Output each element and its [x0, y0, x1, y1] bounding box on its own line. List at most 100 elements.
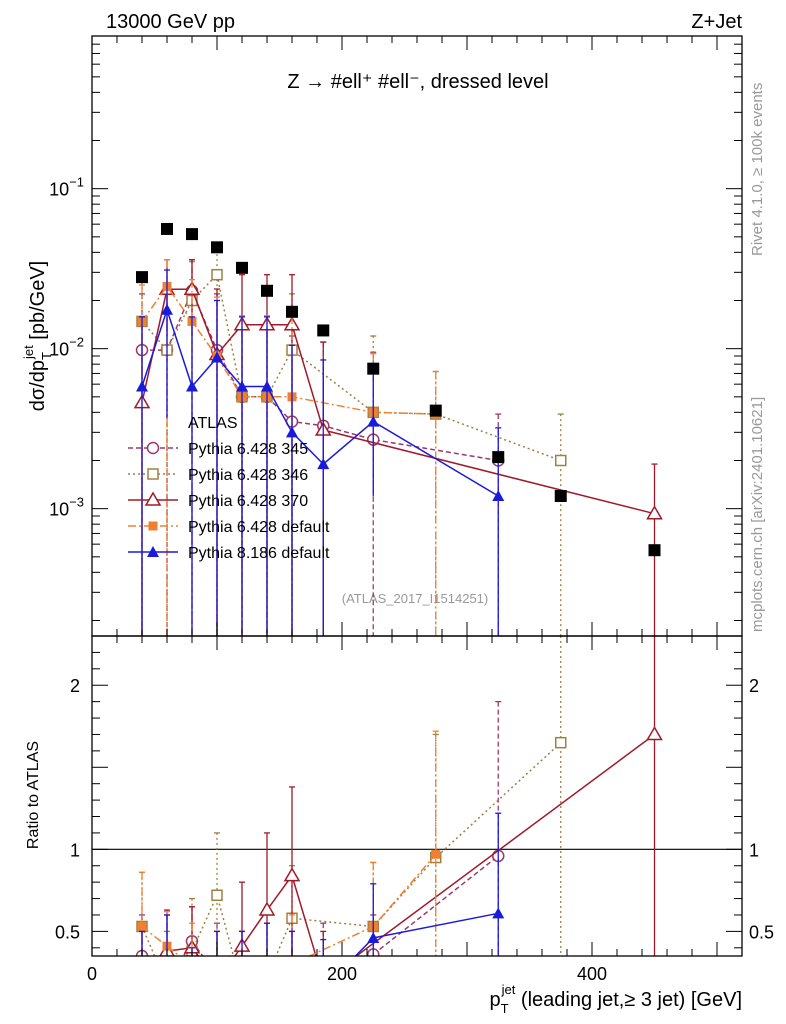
- main-point-2-2: [183, 280, 201, 296]
- plot-title: Z → #ell⁺ #ell⁻, dressed level: [287, 71, 548, 93]
- ratio-point-1-3: [211, 889, 223, 902]
- ratio-point-4-8: [367, 931, 380, 943]
- ratio-point-3-3: [213, 976, 222, 985]
- ratio-point-1-1: [162, 980, 172, 990]
- main-point-4-9: [492, 489, 505, 501]
- data-point-3: [211, 241, 223, 254]
- ratio-point-2-5: [258, 901, 276, 916]
- y-tick-label-ratio-right-2: 2: [749, 676, 759, 696]
- y-tick-label-ratio-left-1: 1: [70, 840, 80, 860]
- legend-label-0: ATLAS: [188, 415, 238, 432]
- ratio-point-4-6: [286, 978, 298, 989]
- ratio-point-2-8: [646, 725, 663, 741]
- ratio-point-2-6: [283, 867, 301, 882]
- main-point-4-2: [186, 380, 198, 392]
- ratio-point-4-3: [211, 975, 223, 986]
- ratio-point-0-3: [212, 970, 223, 981]
- ratio-point-3-5: [263, 973, 272, 982]
- data-point-8: [367, 362, 380, 375]
- ratio-point-4-7: [317, 983, 329, 994]
- data-point-12: [648, 544, 661, 557]
- main-point-4-8: [367, 415, 380, 427]
- y-tick-base-2: 10: [49, 180, 69, 200]
- ratio-point-0-4: [237, 982, 248, 993]
- data-point-0: [136, 271, 148, 284]
- y-tick-base-1: 10: [49, 340, 69, 360]
- ratio-point-4-2: [186, 989, 198, 1000]
- main-point-4-3: [211, 351, 223, 363]
- main-point-4-5: [261, 380, 273, 392]
- data-point-1: [161, 222, 173, 235]
- y-tick-label-ratio-right-0: 0.5: [749, 922, 774, 942]
- ratio-point-1-4: [237, 982, 247, 992]
- ylabel-sup: jet: [21, 345, 36, 360]
- main-point-4-6: [286, 426, 298, 438]
- y-tick-label-main-1: 10−2: [49, 335, 84, 360]
- main-point-1-9: [555, 454, 567, 467]
- x-tick-label-0: 0: [87, 964, 97, 984]
- ratio-line-2: [161, 733, 655, 956]
- ratio-point-4-5: [261, 966, 273, 977]
- ratio-point-0-6: [287, 975, 298, 986]
- ratio-point-2-0: [135, 974, 149, 986]
- ratio-point-3-6: [288, 960, 297, 969]
- y-tick-exp-2: −1: [69, 175, 84, 190]
- main-point-4-4: [236, 380, 248, 392]
- ratio-point-1-9: [555, 736, 567, 749]
- ratio-point-1-5: [262, 972, 272, 982]
- data-point-4: [236, 261, 248, 274]
- data-point-2: [186, 228, 198, 241]
- ratio-line-1: [141, 742, 562, 956]
- legend-label-5: Pythia 8.186 default: [188, 545, 330, 562]
- ratio-point-4-1: [161, 957, 173, 968]
- ratio-point-4-0: [136, 975, 148, 986]
- main-point-4-1: [161, 303, 173, 315]
- data-point-10: [492, 451, 505, 464]
- header-right: Z+Jet: [691, 11, 742, 33]
- legend-marker-4: [148, 521, 158, 531]
- data-point-6: [286, 305, 298, 318]
- main-point-2-8: [646, 505, 663, 520]
- xlabel-sub: T: [501, 1001, 509, 1016]
- analysis-label: (ATLAS_2017_I1514251): [342, 591, 488, 606]
- main-line-4: [141, 307, 499, 497]
- legend-marker-2: [147, 468, 159, 480]
- y-tick-label-main-2: 10−1: [49, 175, 84, 200]
- main-point-1-3: [211, 268, 223, 281]
- data-point-11: [554, 489, 567, 502]
- rivet-label: Rivet 4.1.0, ≥ 100k events: [749, 83, 766, 256]
- ratio-point-3-8: [431, 849, 441, 859]
- y-axis-label-main: dσ/dpTjet [pb/GeV]: [21, 261, 54, 411]
- data-point-9: [429, 404, 442, 417]
- ratio-point-3-0: [137, 921, 147, 931]
- legend-label-1: Pythia 6.428 345: [188, 441, 308, 458]
- ratio-point-4-9: [492, 907, 505, 919]
- legend-marker-3: [144, 491, 162, 506]
- main-point-4-7: [317, 458, 330, 470]
- ratio-frame: [91, 635, 743, 957]
- ratio-panel-marks: [92, 636, 742, 1000]
- data-point-5: [261, 284, 273, 297]
- ratio-point-3-4: [238, 983, 247, 992]
- y-tick-label-main-0: 10−3: [49, 495, 84, 520]
- ylabel-sub: T: [39, 352, 54, 360]
- legend-marker-1: [146, 441, 160, 455]
- main-point-4-0: [136, 380, 148, 392]
- y-axis-label-ratio: Ratio to ATLAS: [25, 741, 42, 849]
- x-tick-label-2: 400: [577, 964, 607, 984]
- xlabel-sup: jet: [501, 982, 516, 997]
- y-tick-label-ratio-left-0: 0.5: [55, 922, 80, 942]
- x-tick-label-1: 200: [327, 964, 357, 984]
- mcplots-label: mcplots.cern.ch [arXiv:2401.10621]: [749, 397, 766, 632]
- ratio-point-4-4: [236, 978, 248, 989]
- ylabel-part2: [pb/GeV]: [27, 261, 49, 346]
- ylabel-part1: dσ/dp: [27, 360, 49, 411]
- ratio-point-0-5: [262, 972, 273, 983]
- y-tick-base-0: 10: [49, 500, 69, 520]
- legend-marker-5: [147, 546, 159, 557]
- data-point-7: [317, 324, 330, 337]
- ratio-point-3-2: [188, 961, 197, 970]
- x-axis-label: pTjet (leading jet,≥ 3 jet) [GeV]: [490, 982, 742, 1016]
